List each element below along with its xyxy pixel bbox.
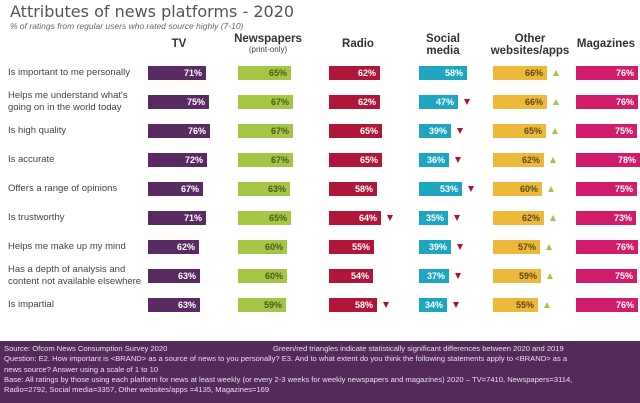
decrease-triangle-icon — [464, 99, 470, 105]
footer-significance-note: Green/red triangles indicate statistical… — [273, 344, 564, 353]
bar-magazines: 76% — [576, 66, 638, 80]
bar-newspapers: 60% — [238, 240, 287, 254]
bar-newspapers: 67% — [238, 124, 293, 138]
bar-magazines: 75% — [576, 269, 637, 283]
increase-triangle-icon — [550, 215, 556, 221]
decrease-triangle-icon — [455, 157, 461, 163]
bar-other: 59% — [493, 269, 541, 283]
decrease-triangle-icon — [457, 244, 463, 250]
increase-triangle-icon — [553, 70, 559, 76]
decrease-triangle-icon — [455, 273, 461, 279]
bar-tv: 67% — [148, 182, 203, 196]
bar-social: 58% — [419, 66, 467, 80]
row-label: Is trustworthy — [8, 212, 65, 223]
increase-triangle-icon — [550, 157, 556, 163]
bar-newspapers: 59% — [238, 298, 286, 312]
decrease-triangle-icon — [387, 215, 393, 221]
row-label: Helps me make up my mind — [8, 241, 126, 252]
bar-tv: 76% — [148, 124, 210, 138]
bar-newspapers: 65% — [238, 66, 291, 80]
bar-magazines: 76% — [576, 240, 638, 254]
bar-social: 39% — [419, 124, 451, 138]
chart-subtitle: % of ratings from regular users who rate… — [10, 21, 244, 31]
bar-tv: 72% — [148, 153, 207, 167]
footer-base-line-1: Base: All ratings by those using each pl… — [4, 374, 573, 384]
bar-tv: 62% — [148, 240, 199, 254]
bar-tv: 75% — [148, 95, 209, 109]
bar-radio: 64% — [329, 211, 381, 225]
bar-newspapers: 63% — [238, 182, 290, 196]
bar-tv: 63% — [148, 269, 200, 283]
increase-triangle-icon — [553, 99, 559, 105]
bar-radio: 65% — [329, 124, 382, 138]
bar-other: 62% — [493, 153, 544, 167]
bar-radio: 58% — [329, 298, 377, 312]
decrease-triangle-icon — [383, 302, 389, 308]
column-header-newspapers: Newspapers (print-only) — [234, 33, 302, 54]
bar-newspapers: 65% — [238, 211, 291, 225]
decrease-triangle-icon — [468, 186, 474, 192]
bar-magazines: 75% — [576, 124, 637, 138]
increase-triangle-icon — [548, 186, 554, 192]
row-label: Is important to me personally — [8, 67, 130, 78]
bar-magazines: 76% — [576, 95, 638, 109]
bar-social: 34% — [419, 298, 447, 312]
bar-social: 35% — [419, 211, 448, 225]
increase-triangle-icon — [547, 273, 553, 279]
bar-magazines: 75% — [576, 182, 637, 196]
increase-triangle-icon — [546, 244, 552, 250]
bar-newspapers: 60% — [238, 269, 287, 283]
bar-social: 37% — [419, 269, 449, 283]
bar-other: 65% — [493, 124, 546, 138]
column-header-social: Social media — [426, 33, 460, 57]
bar-radio: 58% — [329, 182, 377, 196]
row-label: Is accurate — [8, 154, 55, 165]
footer-source: Source: Ofcom News Consumption Survey 20… — [4, 344, 168, 353]
row-label: Helps me understand what's going on in t… — [8, 90, 128, 113]
bar-tv: 71% — [148, 66, 206, 80]
row-label: Has a depth of analysis and content not … — [8, 264, 142, 287]
decrease-triangle-icon — [453, 302, 459, 308]
decrease-triangle-icon — [454, 215, 460, 221]
bar-magazines: 76% — [576, 298, 638, 312]
bar-radio: 55% — [329, 240, 374, 254]
column-header-radio: Radio — [342, 38, 374, 50]
bar-magazines: 73% — [576, 211, 636, 225]
bar-magazines: 78% — [576, 153, 640, 167]
bar-radio: 62% — [329, 95, 380, 109]
bar-other: 55% — [493, 298, 538, 312]
row-label: Is high quality — [8, 125, 67, 136]
chart-title: Attributes of news platforms - 2020 — [10, 2, 295, 21]
row-label: Offers a range of opinions — [8, 183, 118, 194]
bar-radio: 65% — [329, 153, 382, 167]
bar-tv: 71% — [148, 211, 206, 225]
footer-notes: Source: Ofcom News Consumption Survey 20… — [0, 341, 640, 403]
column-header-other: Other websites/apps — [490, 33, 570, 57]
bar-other: 60% — [493, 182, 542, 196]
decrease-triangle-icon — [457, 128, 463, 134]
increase-triangle-icon — [544, 302, 550, 308]
column-header-magazines: Magazines — [576, 38, 636, 50]
bar-other: 57% — [493, 240, 540, 254]
bar-other: 66% — [493, 66, 547, 80]
bar-other: 66% — [493, 95, 547, 109]
bar-newspapers: 67% — [238, 95, 293, 109]
bar-other: 62% — [493, 211, 544, 225]
column-header-tv: TV — [171, 38, 187, 50]
bar-social: 39% — [419, 240, 451, 254]
bar-social: 47% — [419, 95, 458, 109]
bar-newspapers: 67% — [238, 153, 293, 167]
increase-triangle-icon — [552, 128, 558, 134]
footer-base-line-2: Radio=2792, Social media=3357, Other web… — [4, 385, 270, 395]
bar-tv: 63% — [148, 298, 200, 312]
bar-social: 36% — [419, 153, 449, 167]
bar-social: 53% — [419, 182, 462, 196]
row-label: Is impartial — [8, 299, 54, 310]
bar-radio: 62% — [329, 66, 380, 80]
bar-radio: 54% — [329, 269, 373, 283]
footer-question-line-1: Question: E2. How important is <BRAND> a… — [4, 354, 568, 364]
footer-question-line-2: news source? Answer using a scale of 1 t… — [4, 364, 159, 374]
